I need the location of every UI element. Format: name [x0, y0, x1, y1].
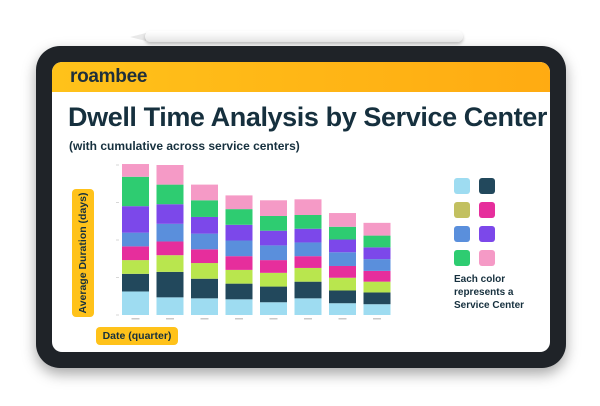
bar-segment-3-3 — [191, 263, 218, 279]
bar-segment-1-3 — [122, 260, 149, 274]
bar-segment-4-1 — [225, 299, 253, 315]
bar-segment-8-4 — [363, 270, 391, 282]
x-tick-label-8 — [373, 318, 381, 320]
bar-segment-8-1 — [363, 304, 391, 315]
bar-segment-4-7 — [225, 209, 253, 225]
y-axis-label: Average Duration (days) — [72, 189, 94, 317]
x-axis-label: Date (quarter) — [96, 327, 178, 345]
bar-segment-5-1 — [260, 302, 287, 315]
bar-segment-4-8 — [225, 195, 253, 210]
bar-segment-5-6 — [260, 230, 287, 246]
bar-segment-2-3 — [156, 255, 184, 272]
bar-segment-2-2 — [156, 271, 184, 298]
page-subtitle: (with cumulative across service centers) — [69, 139, 300, 153]
tablet-screen: roambee Dwell Time Analysis by Service C… — [52, 62, 550, 352]
legend-swatch-2 — [479, 178, 495, 194]
apple-pencil — [145, 31, 463, 42]
bar-segment-1-7 — [122, 176, 149, 207]
bar-segment-6-5 — [294, 242, 322, 257]
bar-segment-6-1 — [294, 298, 322, 315]
bar-segment-3-2 — [191, 278, 218, 299]
bar-segment-6-8 — [294, 199, 322, 215]
legend-swatch-6 — [479, 226, 495, 242]
bar-segment-1-8 — [122, 164, 149, 177]
bar-segment-6-3 — [294, 267, 322, 282]
bar-segment-6-2 — [294, 281, 322, 299]
bar-segment-5-7 — [260, 215, 287, 231]
pencil-tip — [130, 33, 146, 41]
bar-segment-6-6 — [294, 228, 322, 243]
legend-swatch-8 — [479, 250, 495, 266]
x-tick-label-5 — [269, 318, 278, 320]
legend-swatch-5 — [454, 226, 470, 242]
y-axis-label-text: Average Duration (days) — [77, 192, 89, 314]
bar-segment-6-4 — [294, 256, 322, 268]
bar-segment-7-1 — [329, 303, 356, 315]
bar-segment-2-8 — [156, 165, 184, 185]
bar-segment-2-4 — [156, 241, 184, 256]
bar-segment-3-5 — [191, 233, 218, 250]
stacked-bar-chart — [116, 164, 391, 320]
bar-segment-7-5 — [329, 252, 356, 266]
bar-segment-6-7 — [294, 215, 322, 229]
bar-segment-4-5 — [225, 240, 253, 257]
bar-segment-2-6 — [156, 204, 184, 224]
legend-swatch-7 — [454, 250, 470, 266]
legend-swatch-4 — [479, 202, 495, 218]
bar-segment-5-8 — [260, 200, 287, 216]
x-tick-label-4 — [235, 318, 243, 320]
bar-segment-1-4 — [122, 246, 149, 261]
x-tick-label-7 — [338, 318, 347, 320]
bar-segment-8-8 — [363, 222, 391, 236]
bar-segment-7-3 — [329, 277, 356, 291]
bar-segment-3-1 — [191, 298, 218, 315]
bar-segment-7-2 — [329, 290, 356, 304]
bar-segment-1-5 — [122, 232, 149, 247]
bar-segment-2-1 — [156, 297, 184, 315]
bar-segment-7-6 — [329, 239, 356, 253]
bar-segment-3-7 — [191, 200, 218, 217]
bar-segment-1-1 — [122, 291, 149, 315]
bar-segment-5-3 — [260, 272, 287, 287]
bar-segment-1-2 — [122, 273, 149, 292]
bar-segment-3-4 — [191, 249, 218, 264]
x-tick-label-6 — [304, 318, 312, 320]
bar-segment-3-6 — [191, 216, 218, 234]
bar-segment-2-7 — [156, 184, 184, 205]
bar-segment-5-5 — [260, 245, 287, 261]
bar-segment-5-4 — [260, 260, 287, 273]
bar-segment-8-3 — [363, 281, 391, 293]
bar-segment-7-7 — [329, 226, 356, 240]
x-tick-label-1 — [131, 318, 140, 320]
bar-segment-2-5 — [156, 223, 184, 242]
x-tick-label-3 — [200, 318, 209, 320]
bar-segment-8-5 — [363, 259, 391, 271]
brand-logo: roambee — [70, 66, 148, 87]
bar-segment-8-2 — [363, 292, 391, 305]
legend-swatch-3 — [454, 202, 470, 218]
bar-segment-3-8 — [191, 184, 218, 201]
brand-bar: roambee — [52, 62, 550, 92]
bar-segment-7-4 — [329, 265, 356, 278]
bar-segment-8-7 — [363, 235, 391, 248]
bar-segment-4-3 — [225, 269, 253, 284]
bar-segment-7-8 — [329, 213, 356, 227]
bar-segment-4-4 — [225, 256, 253, 270]
bar-segment-5-2 — [260, 286, 287, 303]
legend-swatch-1 — [454, 178, 470, 194]
legend-note: Each color represents a Service Center — [454, 274, 525, 311]
page-title: Dwell Time Analysis by Service Center — [68, 102, 547, 132]
bar-segment-1-6 — [122, 206, 149, 233]
bar-segment-4-2 — [225, 283, 253, 300]
bar-segment-4-6 — [225, 224, 253, 241]
bar-segment-8-6 — [363, 247, 391, 260]
x-tick-label-2 — [166, 318, 174, 320]
